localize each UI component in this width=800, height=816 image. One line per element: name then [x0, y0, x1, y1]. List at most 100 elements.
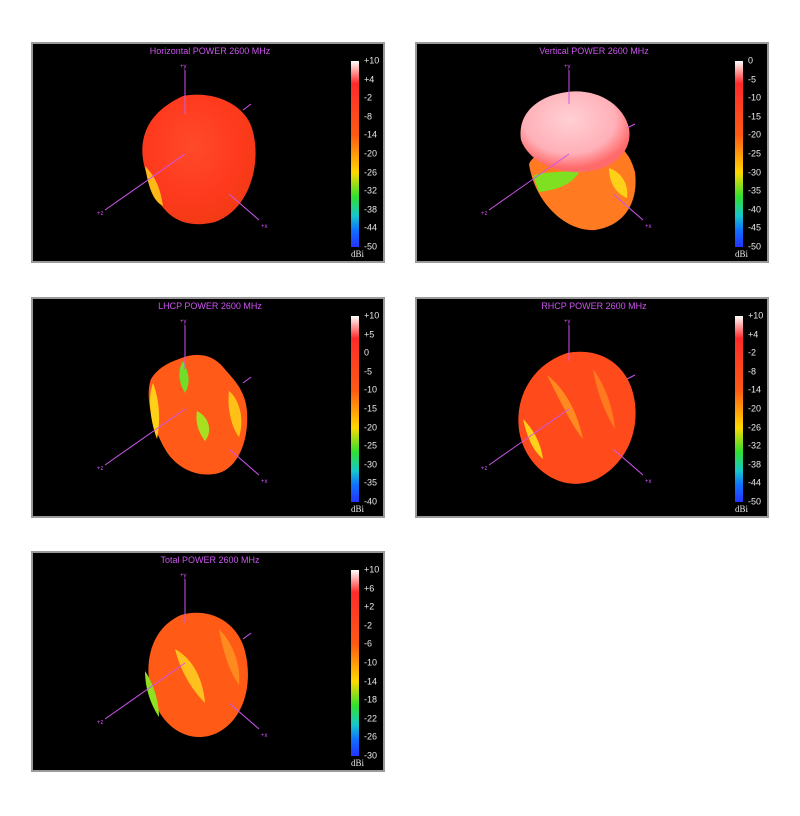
tick-label: -20: [364, 148, 378, 159]
axis-label-y: +y: [564, 319, 571, 325]
axis-label-x: +x: [261, 733, 268, 739]
tick-label: -20: [748, 403, 762, 414]
tick-label: 0: [748, 55, 754, 66]
pattern-panel-horizontal: Horizontal POWER 2600 MHz +y +x +z +10 +…: [31, 42, 385, 263]
tick-label: -2: [364, 92, 373, 103]
colorbar-unit: dBi: [735, 504, 749, 514]
tick-label: -22: [364, 713, 378, 724]
axis-label-x: +x: [645, 224, 652, 230]
tick-label: -18: [364, 694, 378, 705]
tick-label: +10: [364, 55, 380, 66]
axis-label-y: +y: [180, 319, 187, 325]
axis-label-y: +y: [564, 64, 571, 70]
tick-label: -38: [364, 204, 378, 215]
tick-label: -14: [364, 129, 378, 140]
tick-label: -44: [364, 222, 378, 233]
tick-label: +5: [364, 329, 375, 340]
pattern-panel-total: Total POWER 2600 MHz +y +x +z +10 +6 +2 …: [31, 551, 385, 772]
tick-label: +10: [364, 310, 380, 321]
tick-label: -40: [364, 496, 378, 507]
tick-label: +10: [364, 564, 380, 575]
tick-label: -32: [748, 440, 762, 451]
tick-label: -10: [748, 92, 762, 103]
pattern-panel-rhcp: RHCP POWER 2600 MHz +y +x +z +10 +4 -2 -…: [415, 297, 769, 518]
tick-label: -35: [748, 185, 762, 196]
axis-label-z: +z: [97, 211, 104, 217]
tick-label: -40: [748, 204, 762, 215]
tick-label: -15: [748, 111, 762, 122]
axis-label-y: +y: [180, 573, 187, 579]
tick-label: -6: [364, 638, 373, 649]
tick-label: -10: [364, 657, 378, 668]
pattern-panel-vertical: Vertical POWER 2600 MHz +y +x +z 0 -5 -1…: [415, 42, 769, 263]
tick-label: -5: [748, 74, 757, 85]
colorbar-ticks: +10 +4 -2 -8 -14 -20 -26 -32 -38 -44 -50: [364, 56, 383, 251]
colorbar-unit: dBi: [351, 504, 365, 514]
tick-label: -32: [364, 185, 378, 196]
tick-label: -50: [748, 496, 762, 507]
tick-label: -10: [364, 384, 378, 395]
panel-title: RHCP POWER 2600 MHz: [541, 301, 647, 311]
tick-label: -44: [748, 477, 762, 488]
colorbar-unit: dBi: [351, 758, 365, 768]
axis-label-x: +x: [261, 479, 268, 485]
colorbar: [735, 61, 743, 247]
colorbar-ticks: 0 -5 -10 -15 -20 -25 -30 -35 -40 -45 -50: [748, 56, 767, 251]
colorbar: [351, 61, 359, 247]
tick-label: -35: [364, 477, 378, 488]
panel-title: LHCP POWER 2600 MHz: [158, 301, 262, 311]
tick-label: -20: [748, 129, 762, 140]
tick-label: -50: [748, 241, 762, 252]
tick-label: -8: [364, 111, 373, 122]
radiation-pattern-3d: +y +x +z: [97, 573, 268, 739]
tick-label: -2: [364, 620, 373, 631]
panel-title: Vertical POWER 2600 MHz: [539, 46, 649, 56]
tick-label: -25: [364, 440, 378, 451]
colorbar-unit: dBi: [351, 249, 365, 259]
colorbar: [735, 316, 743, 502]
tick-label: -30: [748, 167, 762, 178]
axis-label-y: +y: [180, 64, 187, 70]
radiation-pattern-3d: +y +x +z: [481, 64, 652, 231]
radiation-pattern-3d: +y +x +z: [97, 319, 268, 485]
colorbar-ticks: +10 +5 0 -5 -10 -15 -20 -25 -30 -35 -40: [364, 311, 383, 506]
tick-label: -15: [364, 403, 378, 414]
radiation-pattern-3d: +y +x +z: [481, 319, 652, 485]
tick-label: -2: [748, 347, 757, 358]
axis-label-z: +z: [481, 466, 488, 472]
tick-label: -20: [364, 422, 378, 433]
colorbar: [351, 570, 359, 756]
radiation-pattern-3d: +y +x +z: [97, 64, 268, 230]
axis-label-x: +x: [645, 479, 652, 485]
axis-label-z: +z: [481, 211, 488, 217]
panel-title: Total POWER 2600 MHz: [160, 555, 260, 565]
tick-label: 0: [364, 347, 370, 358]
colorbar-unit: dBi: [735, 249, 749, 259]
tick-label: +4: [748, 329, 759, 340]
tick-label: -14: [364, 676, 378, 687]
tick-label: +4: [364, 74, 375, 85]
tick-label: -14: [748, 384, 762, 395]
panel-title: Horizontal POWER 2600 MHz: [149, 46, 271, 56]
tick-label: +2: [364, 601, 375, 612]
colorbar: [351, 316, 359, 502]
tick-label: +6: [364, 583, 375, 594]
tick-label: -30: [364, 459, 378, 470]
pattern-panel-lhcp: LHCP POWER 2600 MHz +y +x +z +10 +5 0 -5…: [31, 297, 385, 518]
tick-label: -8: [748, 366, 757, 377]
tick-label: -26: [364, 167, 378, 178]
tick-label: -45: [748, 222, 762, 233]
tick-label: -30: [364, 750, 378, 761]
tick-label: -25: [748, 148, 762, 159]
tick-label: +10: [748, 310, 764, 321]
tick-label: -5: [364, 366, 373, 377]
colorbar-ticks: +10 +6 +2 -2 -6 -10 -14 -18 -22 -26 -30: [364, 565, 383, 760]
colorbar-ticks: +10 +4 -2 -8 -14 -20 -26 -32 -38 -44 -50: [748, 311, 767, 506]
tick-label: -50: [364, 241, 378, 252]
tick-label: -38: [748, 459, 762, 470]
axis-label-z: +z: [97, 466, 104, 472]
axis-label-z: +z: [97, 720, 104, 726]
tick-label: -26: [748, 422, 762, 433]
tick-label: -26: [364, 731, 378, 742]
axis-label-x: +x: [261, 224, 268, 230]
